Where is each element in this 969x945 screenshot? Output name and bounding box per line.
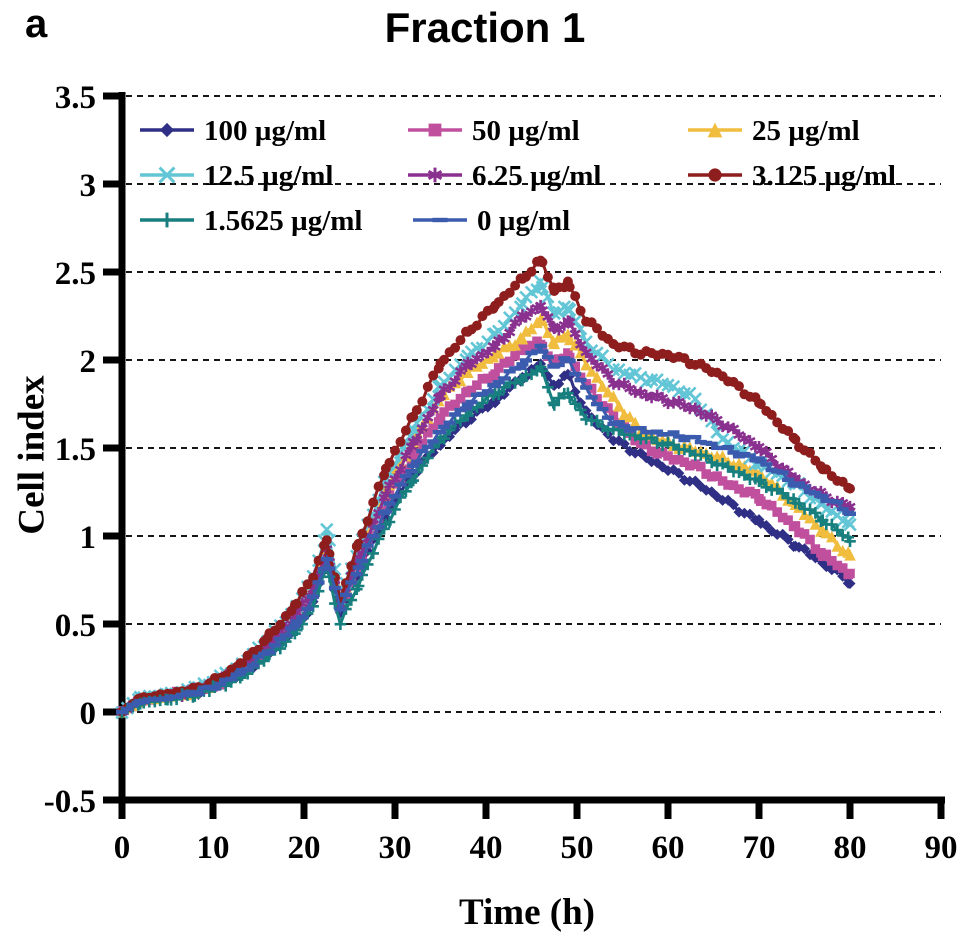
legend-item-1.5625-g-ml: 1.5625 µg/ml [140, 205, 362, 237]
legend-label: 6.25 µg/ml [472, 160, 601, 192]
legend-item-25-g-ml: 25 µg/ml [688, 115, 860, 147]
chart-title: Fraction 1 [384, 4, 586, 51]
series-markers [116, 343, 856, 715]
y-tick-label: 0 [80, 696, 97, 732]
series-100-g-ml [116, 358, 856, 718]
legend-marker-square [428, 123, 442, 137]
legend-marker-asterisk [427, 167, 443, 183]
legend-item-50-g-ml: 50 µg/ml [408, 115, 580, 147]
x-tick-label: 70 [743, 830, 776, 866]
y-tick-labels: 3.5 3 2.5 2 1.5 1 0.5 0 -0.5 [44, 80, 96, 820]
legend-marker-plus [159, 212, 175, 228]
y-tick-label: -0.5 [44, 784, 96, 820]
x-tick-label: 30 [379, 830, 412, 866]
x-axis-title: Time (h) [458, 892, 596, 933]
y-axis-title: Cell index [11, 375, 53, 535]
series-markers [116, 361, 856, 719]
y-tick-label: 2 [80, 344, 97, 380]
x-tick-labels: 0 10 20 30 40 50 60 70 80 90 [114, 830, 958, 866]
x-tick-label: 0 [114, 830, 131, 866]
legend-marker-diamond [159, 122, 175, 138]
legend-label: 3.125 µg/ml [752, 160, 896, 192]
legend-label: 50 µg/ml [472, 115, 580, 147]
series-markers [116, 358, 856, 718]
legend-label: 0 µg/ml [477, 205, 570, 237]
x-tick-label: 40 [470, 830, 503, 866]
x-tick-label: 10 [197, 830, 230, 866]
x-tick-label: 60 [652, 830, 685, 866]
x-tick-label: 50 [561, 830, 594, 866]
y-tick-label: 0.5 [55, 608, 96, 644]
y-tick-label: 2.5 [55, 256, 96, 292]
legend-marker-circle [708, 168, 722, 182]
legend: 100 µg/ml 50 µg/ml 25 µg/ml 12.5 µg/ml 6.25 … [140, 115, 896, 237]
data-series [115, 255, 857, 720]
series-line [121, 361, 851, 714]
legend-label: 100 µg/ml [204, 115, 326, 147]
y-tick-label: 3 [80, 168, 97, 204]
y-tick-label: 3.5 [55, 80, 96, 116]
panel-label: a [25, 2, 48, 46]
legend-marker-dash [432, 217, 448, 223]
series-3.125-g-ml [117, 255, 855, 717]
series-markers [117, 255, 855, 717]
series-line [121, 342, 851, 714]
x-tick-label: 20 [288, 830, 321, 866]
x-tick-label: 80 [834, 830, 867, 866]
series-1.5625-g-ml [116, 361, 856, 719]
legend-label: 1.5625 µg/ml [204, 205, 362, 237]
y-tick-label: 1 [80, 520, 97, 556]
legend-label: 25 µg/ml [752, 115, 860, 147]
legend-item-3.125-g-ml: 3.125 µg/ml [688, 160, 896, 192]
series-line [121, 364, 852, 714]
x-tick-label: 90 [925, 830, 958, 866]
legend-marker-triangle [707, 122, 723, 138]
legend-item-12.5-g-ml: 12.5 µg/ml [140, 160, 333, 192]
legend-marker-x [158, 166, 176, 184]
axes [103, 92, 945, 819]
legend-item-100-g-ml: 100 µg/ml [140, 115, 326, 147]
series-0-g-ml [116, 342, 856, 715]
legend-label: 12.5 µg/ml [204, 160, 333, 192]
y-tick-label: 1.5 [55, 432, 96, 468]
legend-item-6.25-g-ml: 6.25 µg/ml [408, 160, 601, 192]
legend-item-0-g-ml: 0 µg/ml [413, 205, 570, 237]
